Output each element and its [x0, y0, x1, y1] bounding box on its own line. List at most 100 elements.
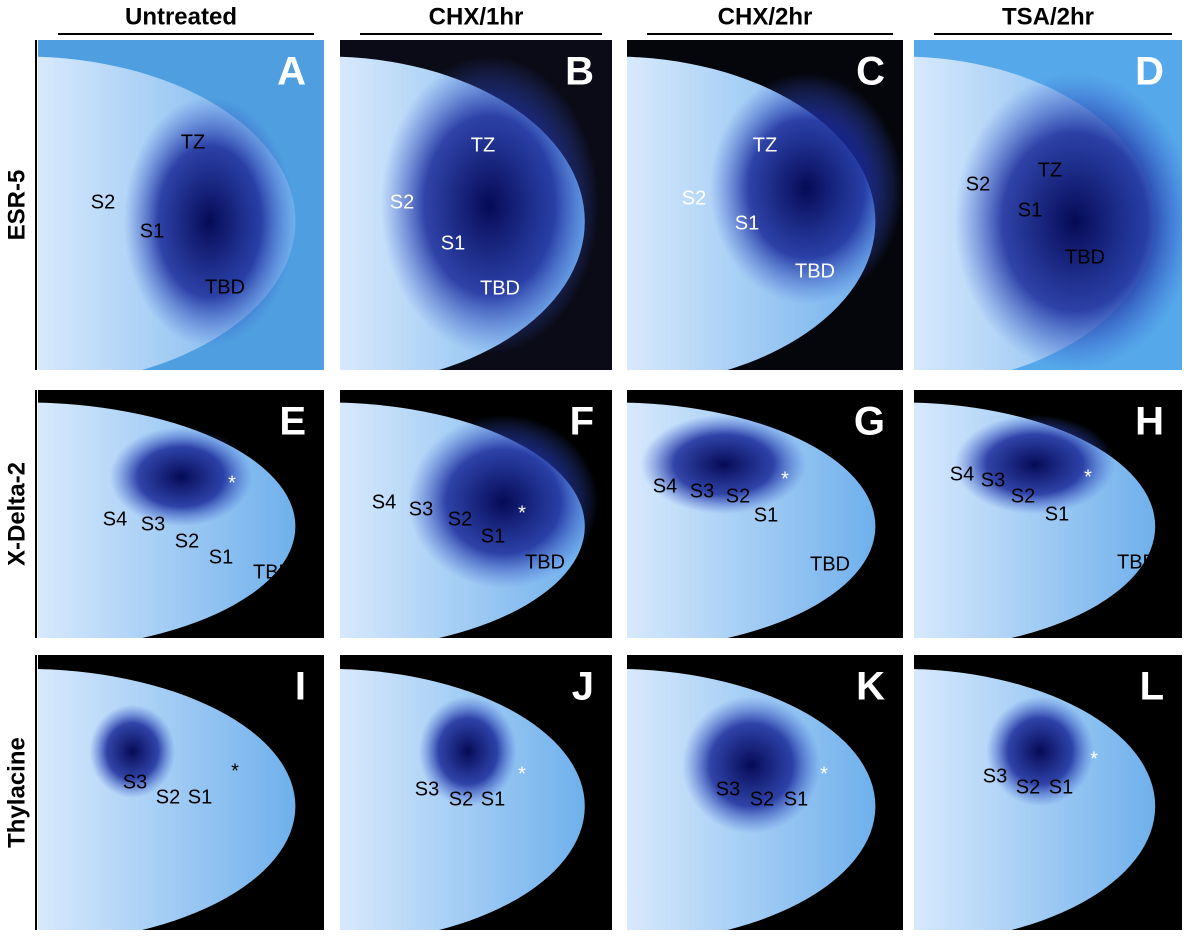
row-label: ESR-5 [3, 170, 30, 241]
panel-image [914, 40, 1182, 370]
region-label: TBD [795, 260, 835, 282]
region-label: TZ [753, 134, 777, 156]
asterisk-marker: * [781, 468, 789, 490]
region-label: S2 [966, 173, 990, 195]
region-label: S2 [449, 788, 473, 810]
region-label: S2 [156, 786, 180, 808]
stain [380, 56, 599, 354]
stain [418, 696, 517, 807]
panel-letter: D [1135, 50, 1164, 94]
region-label: TBD [1065, 246, 1105, 268]
stain [954, 414, 1115, 514]
stain [682, 696, 821, 834]
region-label: S2 [390, 191, 414, 213]
region-label: S2 [750, 788, 774, 810]
region-label: S3 [415, 778, 439, 800]
stain [954, 73, 1182, 370]
region-label: S4 [950, 463, 974, 485]
panel-image [38, 655, 324, 930]
panel-letter: J [572, 665, 594, 709]
panel: F S4 S3 S2 S1 * TBD [340, 390, 612, 638]
panel: J S3 S2 S1 * [340, 655, 612, 930]
region-label: S3 [690, 480, 714, 502]
panel-letter: F [570, 400, 594, 444]
panel-letter: C [856, 50, 885, 94]
region-label: S3 [981, 469, 1005, 491]
panel: L S3 S2 S1 * [914, 655, 1182, 930]
panel: K S3 S2 S1 * [627, 655, 903, 930]
region-label: S1 [188, 786, 212, 808]
stain [123, 96, 296, 347]
region-label: S1 [481, 525, 505, 547]
panel-image [340, 655, 612, 930]
stain [986, 696, 1094, 807]
column-header: Untreated [125, 3, 237, 30]
region-label: S2 [1011, 485, 1035, 507]
panel-image [340, 40, 612, 370]
region-label: S3 [409, 498, 433, 520]
panel-letter: L [1140, 665, 1164, 709]
region-label: S4 [372, 491, 396, 513]
panel: A TZ S2 S1 TBD [38, 40, 324, 370]
panel-letter: H [1135, 400, 1164, 444]
region-label: TBD [1117, 551, 1157, 573]
panel-image [627, 655, 903, 930]
panel-letter: G [854, 400, 885, 444]
panel: D TZ S2 S1 TBD [914, 40, 1182, 370]
region-label: TBD [253, 561, 293, 583]
stain [109, 427, 253, 527]
region-label: TZ [1038, 159, 1062, 181]
panel: B TZ S2 S1 TBD [340, 40, 612, 370]
panel: C TZ S2 S1 TBD [627, 40, 903, 370]
region-label: TZ [181, 131, 205, 153]
region-label: S1 [1045, 503, 1069, 525]
column-header: TSA/2hr [1002, 3, 1094, 30]
stain [408, 414, 599, 589]
region-label: S2 [448, 508, 472, 530]
column-header: CHX/2hr [718, 3, 813, 30]
region-label: TBD [810, 553, 850, 575]
region-label: TBD [525, 551, 565, 573]
region-label: S3 [983, 765, 1007, 787]
region-label: S3 [716, 778, 740, 800]
panel: I S3 S2 S1 * [38, 655, 324, 930]
panel-letter: A [277, 50, 306, 94]
region-label: S4 [653, 475, 677, 497]
panel-letter: I [295, 665, 306, 709]
region-label: S2 [726, 485, 750, 507]
panel-letter: E [279, 400, 306, 444]
panel-image [38, 390, 324, 638]
asterisk-marker: * [1084, 466, 1092, 488]
row-label: Thylacine [3, 737, 30, 848]
panel-letter: K [856, 665, 885, 709]
column-header: CHX/1hr [429, 3, 524, 30]
panel: H S4 S3 S2 S1 * TBD [914, 390, 1182, 638]
region-label: S4 [103, 508, 127, 530]
region-label: S1 [1049, 776, 1073, 798]
region-label: S1 [784, 788, 808, 810]
region-label: S1 [481, 788, 505, 810]
region-label: S2 [1016, 776, 1040, 798]
asterisk-marker: * [518, 763, 526, 785]
asterisk-marker: * [820, 763, 828, 785]
region-label: S1 [754, 504, 778, 526]
asterisk-marker: * [518, 502, 526, 524]
region-label: S1 [1018, 199, 1042, 221]
panel-image [914, 390, 1182, 638]
region-label: S2 [682, 187, 706, 209]
panel-image [340, 390, 612, 638]
panel: E S4 S3 S2 S1 TBD * [38, 390, 324, 638]
stain [640, 414, 807, 514]
asterisk-marker: * [1090, 748, 1098, 770]
region-label: TZ [471, 134, 495, 156]
panel-image [38, 40, 324, 370]
panel-image [627, 390, 903, 638]
region-label: TBD [480, 277, 520, 299]
asterisk-marker: * [228, 472, 236, 494]
panel-image [627, 40, 903, 370]
region-label: S1 [735, 212, 759, 234]
panel-image [914, 655, 1182, 930]
region-label: S2 [175, 530, 199, 552]
region-label: S1 [209, 546, 233, 568]
